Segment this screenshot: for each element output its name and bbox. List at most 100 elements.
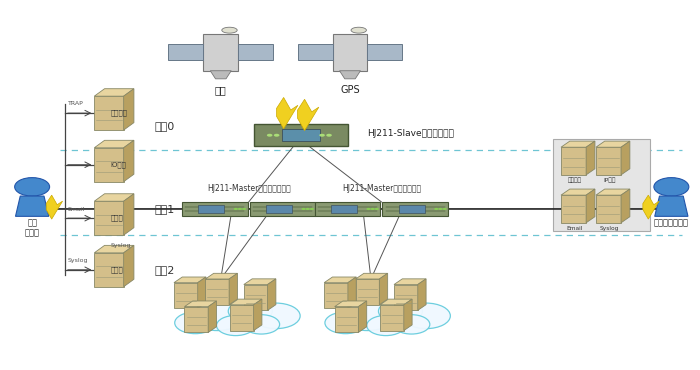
Polygon shape bbox=[561, 147, 586, 175]
Circle shape bbox=[340, 301, 396, 330]
Ellipse shape bbox=[351, 27, 366, 33]
Circle shape bbox=[238, 208, 242, 210]
Polygon shape bbox=[205, 273, 237, 279]
Polygon shape bbox=[46, 195, 62, 219]
Polygon shape bbox=[244, 285, 267, 310]
Polygon shape bbox=[244, 279, 276, 285]
Polygon shape bbox=[94, 245, 134, 253]
FancyBboxPatch shape bbox=[382, 202, 448, 216]
Polygon shape bbox=[298, 44, 332, 60]
Text: 层次1: 层次1 bbox=[155, 204, 174, 214]
Text: 告警监控: 告警监控 bbox=[567, 178, 581, 183]
Polygon shape bbox=[561, 141, 595, 147]
Polygon shape bbox=[230, 305, 253, 331]
Polygon shape bbox=[586, 141, 595, 175]
FancyBboxPatch shape bbox=[552, 139, 650, 231]
Polygon shape bbox=[184, 307, 208, 332]
Polygon shape bbox=[94, 201, 124, 235]
Polygon shape bbox=[379, 273, 388, 305]
Text: HJ211-Slave手持校时单元: HJ211-Slave手持校时单元 bbox=[368, 129, 454, 138]
Ellipse shape bbox=[222, 27, 237, 33]
Polygon shape bbox=[561, 195, 586, 223]
Polygon shape bbox=[324, 277, 356, 283]
Text: TRAP: TRAP bbox=[68, 101, 83, 107]
Circle shape bbox=[274, 134, 279, 137]
FancyBboxPatch shape bbox=[331, 205, 357, 213]
FancyBboxPatch shape bbox=[250, 202, 316, 216]
Polygon shape bbox=[394, 285, 418, 310]
Text: 北斗: 北斗 bbox=[215, 85, 227, 95]
Polygon shape bbox=[174, 277, 206, 283]
Polygon shape bbox=[621, 189, 630, 223]
Polygon shape bbox=[174, 283, 197, 309]
Circle shape bbox=[370, 208, 374, 210]
Text: 服务器: 服务器 bbox=[111, 266, 123, 273]
Polygon shape bbox=[210, 71, 231, 79]
Polygon shape bbox=[208, 301, 216, 332]
Circle shape bbox=[302, 208, 306, 210]
Polygon shape bbox=[404, 299, 412, 331]
Text: 网络监控: 网络监控 bbox=[111, 110, 127, 117]
Text: Syslog: Syslog bbox=[599, 226, 619, 231]
FancyBboxPatch shape bbox=[399, 205, 425, 213]
Text: 服务器: 服务器 bbox=[111, 215, 123, 222]
Polygon shape bbox=[356, 273, 388, 279]
Polygon shape bbox=[94, 194, 134, 201]
Circle shape bbox=[243, 315, 279, 334]
Polygon shape bbox=[205, 279, 229, 305]
Polygon shape bbox=[356, 279, 379, 305]
Circle shape bbox=[374, 208, 379, 210]
Circle shape bbox=[234, 208, 238, 210]
Text: Syslog: Syslog bbox=[111, 243, 131, 248]
Polygon shape bbox=[298, 99, 318, 131]
FancyBboxPatch shape bbox=[266, 205, 292, 213]
Polygon shape bbox=[276, 97, 298, 129]
FancyBboxPatch shape bbox=[282, 129, 320, 141]
Polygon shape bbox=[238, 44, 273, 60]
Polygon shape bbox=[169, 44, 203, 60]
Circle shape bbox=[367, 316, 405, 336]
Circle shape bbox=[379, 300, 423, 323]
Text: 层次0: 层次0 bbox=[155, 121, 174, 131]
Text: Email: Email bbox=[566, 226, 582, 231]
Polygon shape bbox=[596, 195, 621, 223]
Circle shape bbox=[175, 312, 216, 334]
Circle shape bbox=[306, 208, 310, 210]
Circle shape bbox=[402, 303, 450, 329]
Polygon shape bbox=[368, 44, 402, 60]
Polygon shape bbox=[335, 307, 358, 332]
Polygon shape bbox=[643, 195, 659, 219]
Circle shape bbox=[228, 300, 272, 323]
Polygon shape bbox=[94, 140, 134, 148]
Polygon shape bbox=[124, 194, 134, 235]
FancyBboxPatch shape bbox=[182, 202, 248, 216]
Circle shape bbox=[434, 208, 438, 210]
Polygon shape bbox=[332, 34, 368, 71]
Polygon shape bbox=[94, 96, 124, 130]
Text: GPS: GPS bbox=[340, 85, 360, 95]
FancyBboxPatch shape bbox=[198, 205, 224, 213]
Polygon shape bbox=[230, 299, 262, 305]
Circle shape bbox=[216, 316, 255, 336]
Text: 总行
管理员: 总行 管理员 bbox=[25, 218, 40, 238]
Circle shape bbox=[442, 208, 447, 210]
Circle shape bbox=[654, 178, 689, 196]
Polygon shape bbox=[203, 34, 238, 71]
Polygon shape bbox=[380, 305, 404, 331]
Polygon shape bbox=[596, 189, 630, 195]
Polygon shape bbox=[229, 273, 237, 305]
Polygon shape bbox=[124, 89, 134, 130]
FancyBboxPatch shape bbox=[315, 202, 380, 216]
Circle shape bbox=[252, 303, 300, 329]
Circle shape bbox=[438, 208, 442, 210]
Text: Syslog: Syslog bbox=[68, 258, 88, 263]
Polygon shape bbox=[561, 189, 595, 195]
FancyBboxPatch shape bbox=[254, 124, 348, 146]
Polygon shape bbox=[184, 301, 216, 307]
Circle shape bbox=[15, 178, 50, 196]
Circle shape bbox=[319, 134, 325, 137]
Circle shape bbox=[326, 134, 332, 137]
Text: 灾备中心管理员: 灾备中心管理员 bbox=[654, 218, 689, 227]
Polygon shape bbox=[324, 283, 348, 309]
Polygon shape bbox=[418, 279, 426, 310]
